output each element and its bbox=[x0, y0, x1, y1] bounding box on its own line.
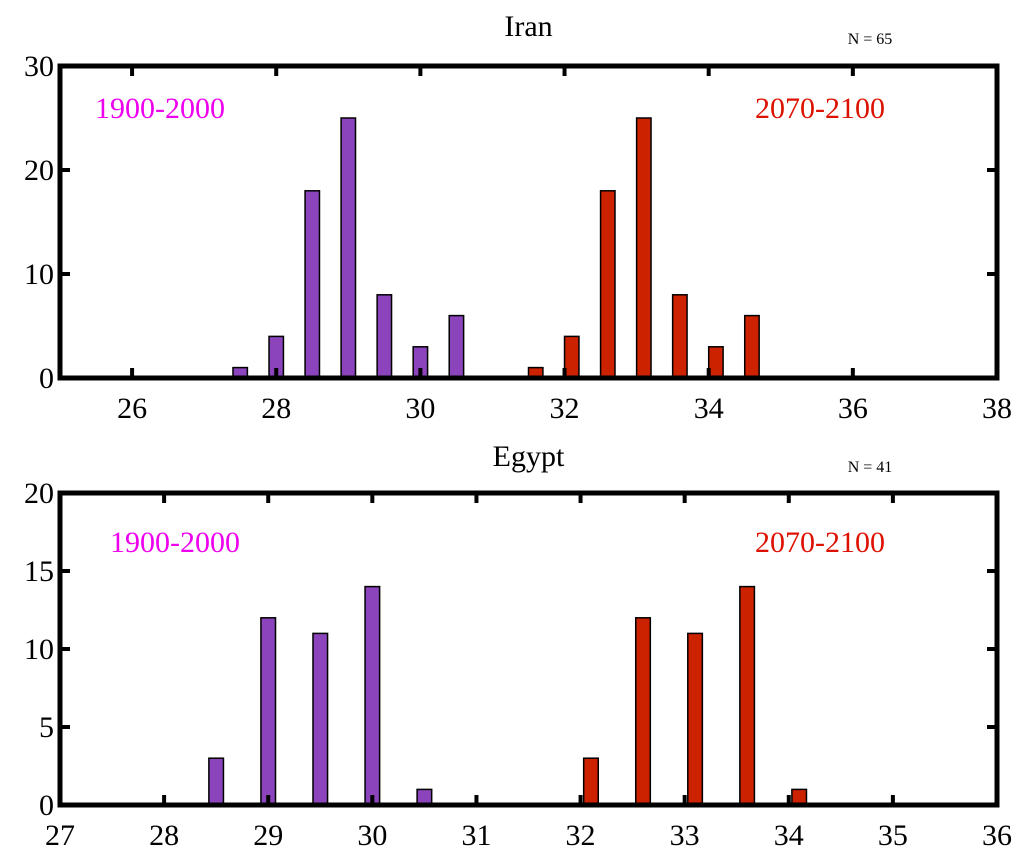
x-tick-label: 35 bbox=[878, 819, 908, 851]
bar-period2 bbox=[634, 617, 652, 806]
bar-period1 bbox=[364, 585, 381, 806]
bar-period1 bbox=[340, 117, 357, 379]
bar-period1 bbox=[208, 757, 225, 806]
bar-period2 bbox=[582, 757, 600, 806]
x-tick-label: 32 bbox=[566, 819, 596, 851]
bar-period2 bbox=[743, 314, 760, 379]
x-tick-label: 32 bbox=[550, 392, 580, 425]
bar-period2 bbox=[599, 190, 616, 379]
x-tick-label: 33 bbox=[670, 819, 700, 851]
bar-period2 bbox=[707, 346, 724, 379]
x-tick-label: 31 bbox=[461, 819, 491, 851]
y-tick-label: 0 bbox=[39, 789, 54, 822]
y-tick-label: 10 bbox=[24, 633, 54, 666]
x-tick-label: 36 bbox=[982, 819, 1012, 851]
sample-size-label: N = 65 bbox=[848, 31, 893, 48]
chart-title: Iran bbox=[504, 10, 552, 43]
chart-panel-iran: Iran N = 65 1900-2000 2070-2100 26 28 30 32 34 36… bbox=[24, 10, 1012, 425]
x-tick-label: 27 bbox=[45, 819, 75, 851]
bar-period2 bbox=[687, 632, 704, 806]
chart-title: Egypt bbox=[493, 440, 565, 473]
x-tick-label: 34 bbox=[774, 819, 804, 851]
x-tick-label: 34 bbox=[694, 392, 724, 425]
y-tick-label: 20 bbox=[24, 154, 54, 187]
y-tick-label: 10 bbox=[24, 258, 54, 291]
period-label-baseline: 1900-2000 bbox=[110, 526, 240, 559]
bar-period2 bbox=[671, 294, 688, 379]
x-tick-label: 28 bbox=[261, 392, 291, 425]
bar-period1 bbox=[376, 294, 393, 379]
bar-period1 bbox=[260, 617, 277, 806]
bar-period2 bbox=[563, 335, 580, 379]
period-label-future: 2070-2100 bbox=[755, 526, 885, 559]
x-tick-label: 29 bbox=[253, 819, 283, 851]
x-tick-label: 30 bbox=[357, 819, 387, 851]
x-tick-label: 28 bbox=[149, 819, 179, 851]
bar-period2 bbox=[635, 117, 652, 379]
y-tick-label: 20 bbox=[24, 477, 54, 510]
x-tick-label: 30 bbox=[405, 392, 435, 425]
y-tick-label: 30 bbox=[24, 50, 54, 83]
x-tick-label: 38 bbox=[982, 392, 1012, 425]
x-tick-label: 26 bbox=[117, 392, 147, 425]
x-tick-label: 36 bbox=[838, 392, 868, 425]
axes-frame bbox=[57, 63, 1000, 381]
chart-panel-egypt: Egypt N = 41 1900-2000 2070-2100 27 28 29 30 31 3… bbox=[24, 440, 1012, 852]
bar-period2 bbox=[739, 585, 756, 806]
bar-period1 bbox=[312, 632, 329, 806]
y-tick-label: 15 bbox=[24, 555, 54, 588]
y-tick-label: 5 bbox=[39, 711, 54, 744]
period-label-future: 2070-2100 bbox=[755, 92, 885, 125]
y-tick-label: 0 bbox=[39, 362, 54, 395]
period-label-baseline: 1900-2000 bbox=[95, 92, 225, 125]
sample-size-label: N = 41 bbox=[848, 459, 893, 476]
bar-period1 bbox=[448, 314, 465, 379]
bar-period1 bbox=[304, 190, 321, 379]
